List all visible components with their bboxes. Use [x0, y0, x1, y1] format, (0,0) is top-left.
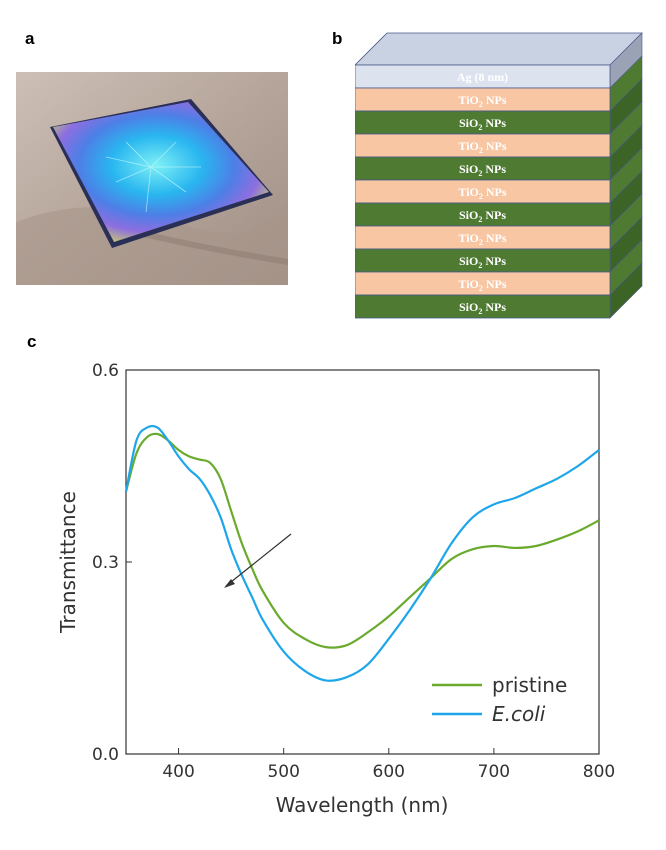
layer-label: SiO2 NPs: [459, 254, 506, 270]
stack-top-face: [355, 32, 643, 66]
layer-label: SiO2 NPs: [459, 208, 506, 224]
layer-label: SiO2 NPs: [459, 162, 506, 178]
x-tick-label: 400: [162, 762, 194, 782]
y-tick-label: 0.0: [92, 745, 119, 765]
transmittance-chart: 0.00.30.6 400 500 600 700 800 Transmittance …: [56, 361, 615, 817]
panel-label-c: c: [27, 332, 37, 351]
layer-sio2: [355, 294, 611, 319]
panel-label-b: b: [332, 29, 343, 48]
series-line-pristine: [124, 432, 600, 649]
series-line-e-coli: [124, 424, 600, 682]
x-tick-label: 800: [583, 762, 615, 782]
layer-label: SiO2 NPs: [459, 116, 506, 132]
panel-label-a: a: [25, 29, 35, 48]
trend-arrow: [225, 533, 292, 587]
layer-label: SiO2 NPs: [459, 300, 506, 316]
legend: pristine E.coli: [432, 673, 567, 726]
y-tick-label: 0.6: [92, 361, 119, 381]
layer-label: TiO2 NPs: [458, 231, 506, 247]
x-tick-label: 500: [267, 762, 299, 782]
layer-label: TiO2 NPs: [458, 277, 506, 293]
layer-label: Ag (8 nm): [457, 70, 508, 84]
x-tick-label: 700: [478, 762, 510, 782]
layer-label: TiO2 NPs: [458, 93, 506, 109]
legend-label: E.coli: [492, 702, 546, 726]
x-axis-title: Wavelength (nm): [276, 793, 449, 817]
multilayer-stack: Ag (8 nm) TiO2 NPs SiO2 NPs TiO2 NPs SiO2 NP…: [355, 32, 643, 319]
y-tick-label: 0.3: [92, 553, 119, 573]
sample-photo: [16, 72, 288, 285]
trend-arrowhead: [224, 579, 235, 588]
x-tick-label: 600: [373, 762, 405, 782]
y-axis-title: Transmittance: [56, 491, 80, 634]
layer-label: TiO2 NPs: [458, 139, 506, 155]
iridescent-film: [53, 102, 269, 242]
legend-label: pristine: [492, 673, 567, 697]
layer-label: TiO2 NPs: [458, 185, 506, 201]
